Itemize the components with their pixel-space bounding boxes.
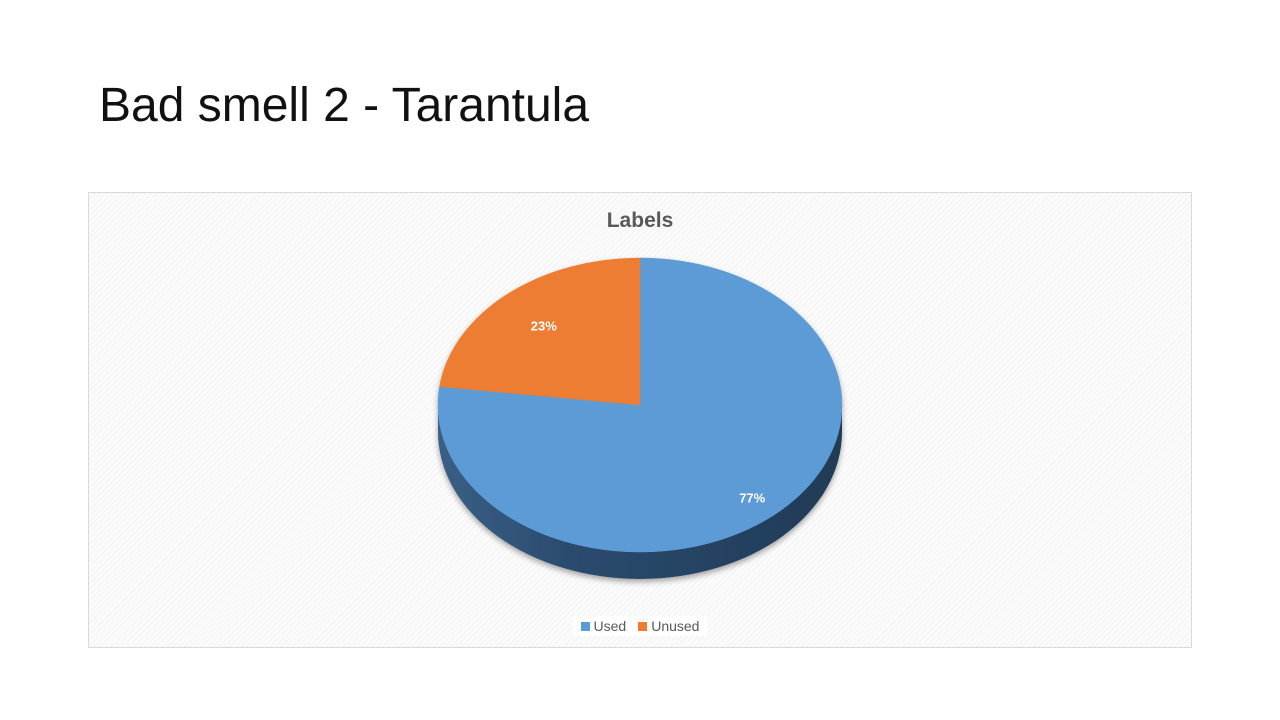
chart-title: Labels bbox=[606, 209, 674, 232]
slide-title: Bad smell 2 - Tarantula bbox=[99, 79, 590, 132]
legend-swatch-unused bbox=[638, 621, 648, 631]
legend-item-used: Used bbox=[580, 618, 627, 634]
chart-area[interactable] bbox=[88, 192, 1192, 648]
legend-label-used: Used bbox=[593, 618, 627, 634]
legend-item-unused: Unused bbox=[638, 618, 699, 634]
legend-swatch-used bbox=[580, 621, 590, 631]
chart-legend: Used Unused bbox=[0, 616, 1280, 636]
legend-label-unused: Unused bbox=[651, 618, 700, 634]
